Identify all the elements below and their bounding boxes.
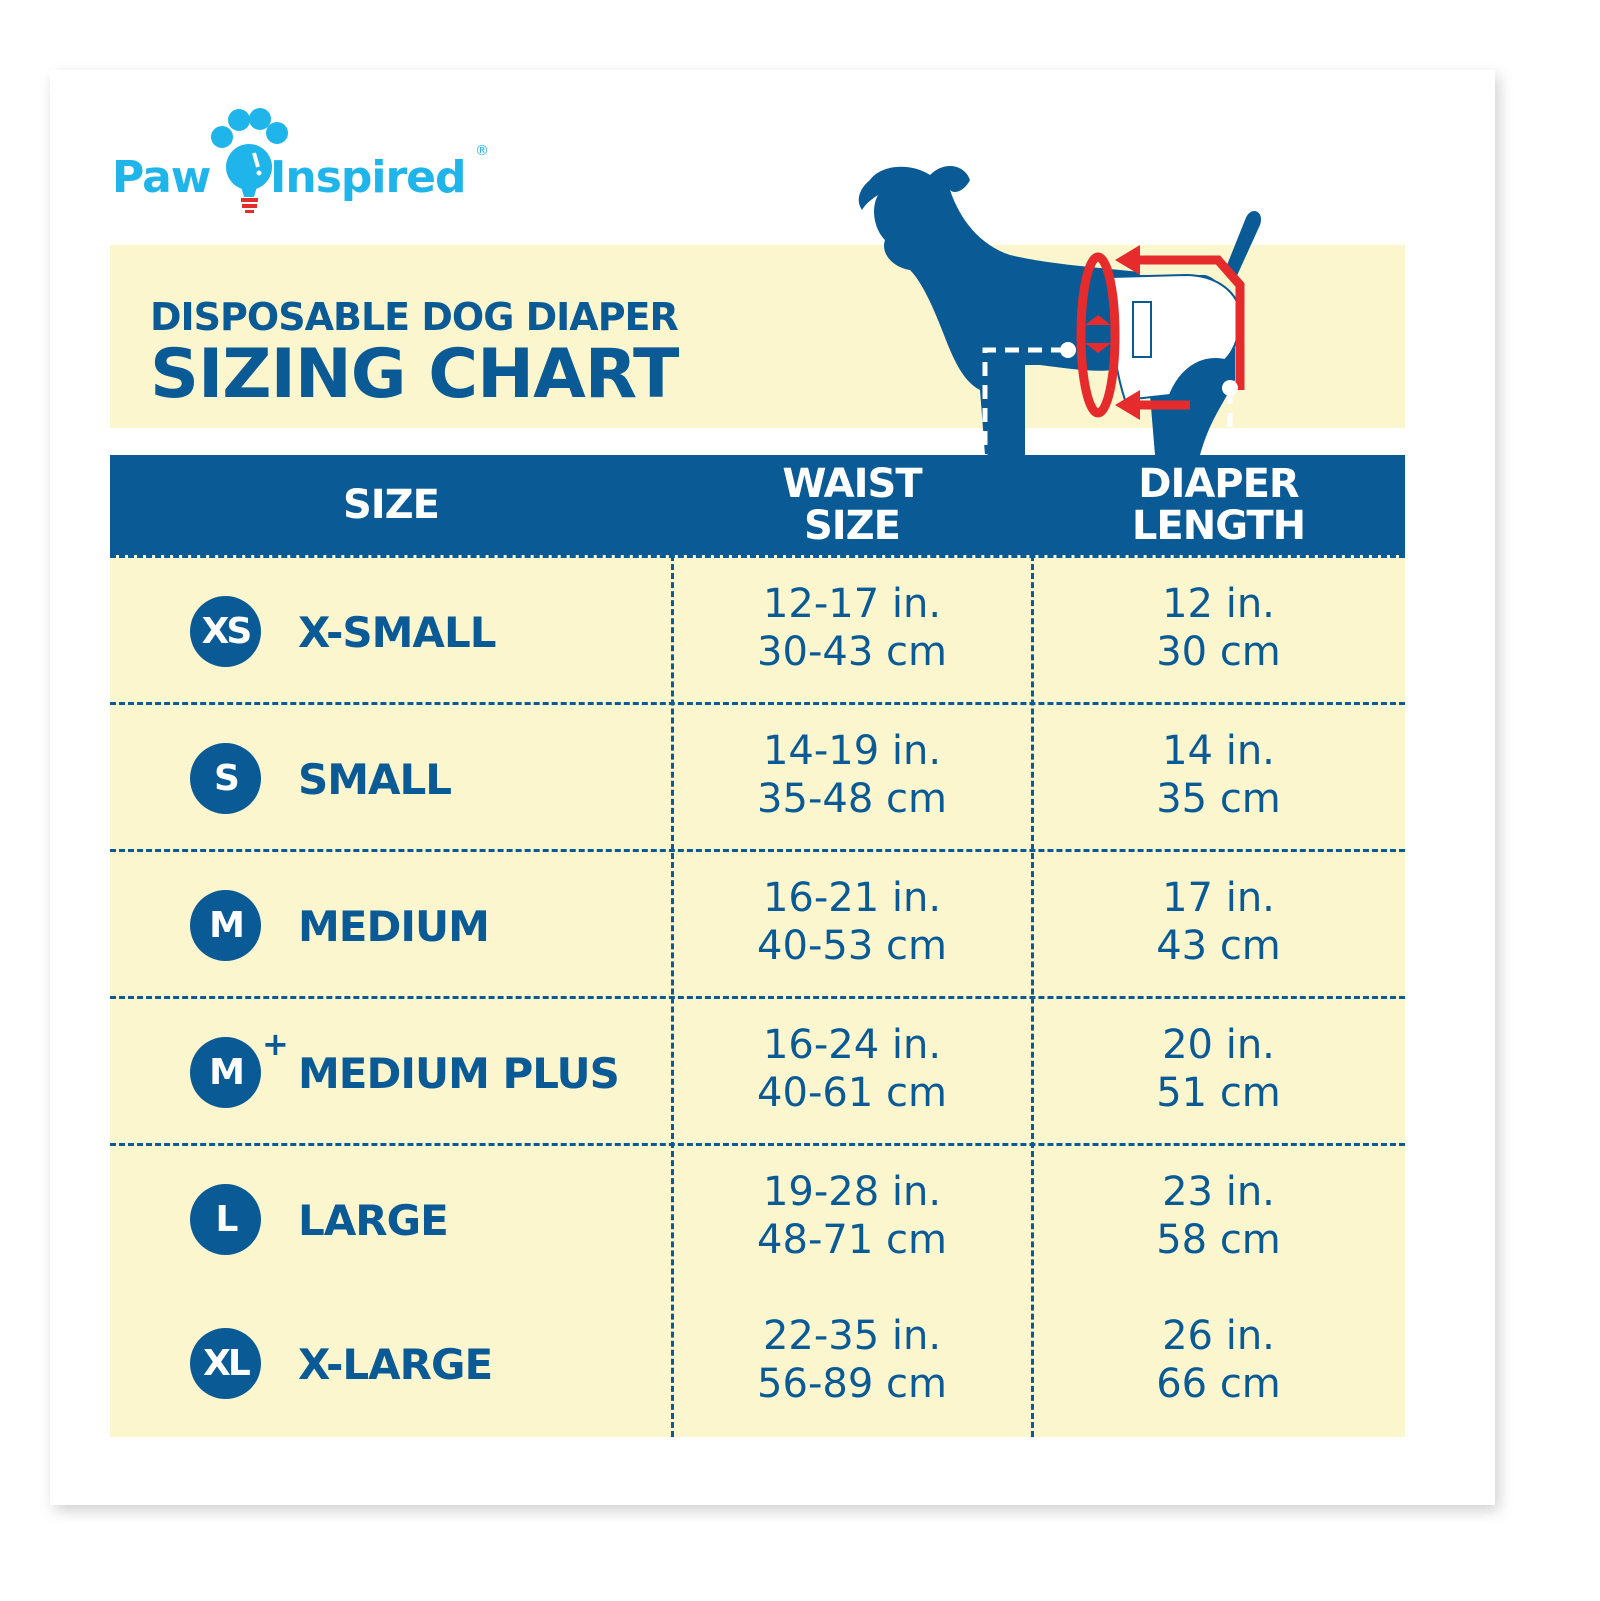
table-row: M MEDIUM 16-21 in. 40-53 cm 17 in. 43 cm (110, 849, 1405, 999)
waist-size-cell: 12-17 in. 30-43 cm (672, 580, 1032, 676)
size-badge-icon: XL (190, 1328, 261, 1399)
size-badge-icon: S (190, 743, 261, 814)
diaper-length-cell: 20 in. 51 cm (1032, 1021, 1405, 1117)
length-cm: 35 cm (1156, 776, 1281, 822)
length-inches: 17 in. (1162, 875, 1275, 921)
logo-text-paw: Paw (112, 152, 211, 203)
waist-inches: 12-17 in. (762, 581, 942, 627)
size-name: MEDIUM (298, 902, 490, 951)
waist-inches: 19-28 in. (762, 1169, 942, 1215)
dog-diaper-illustration-icon (858, 165, 1262, 455)
length-inches: 12 in. (1162, 581, 1275, 627)
chart-subtitle: DISPOSABLE DOG DIAPER (150, 295, 679, 339)
waist-cm: 40-53 cm (757, 923, 947, 969)
diaper-length-cell: 14 in. 35 cm (1032, 727, 1405, 823)
waist-size-cell: 16-21 in. 40-53 cm (672, 874, 1032, 970)
table-row: XS X-SMALL 12-17 in. 30-43 cm 12 in. 30 cm (110, 555, 1405, 705)
waist-cm: 30-43 cm (757, 629, 947, 675)
paw-lightbulb-icon (211, 108, 288, 213)
length-cm: 51 cm (1156, 1070, 1281, 1116)
header-diaper-length: DIAPER LENGTH (1032, 455, 1405, 555)
size-name: MEDIUM PLUS (298, 1049, 620, 1098)
diaper-length-cell: 26 in. 66 cm (1032, 1312, 1405, 1408)
table-row: M + MEDIUM PLUS 16-24 in. 40-61 cm 20 in. 51 c… (110, 996, 1405, 1146)
header-size: SIZE (342, 482, 440, 528)
size-badge-icon: L (190, 1184, 261, 1255)
table-row: S SMALL 14-19 in. 35-48 cm 14 in. 35 cm (110, 702, 1405, 852)
waist-inches: 16-24 in. (762, 1022, 942, 1068)
brand-logo: Paw Inspired ® (110, 105, 500, 220)
waist-cm: 56-89 cm (757, 1361, 947, 1407)
chart-title: SIZING CHART (150, 335, 679, 414)
header-waist-line1: WAIST (782, 461, 922, 507)
length-cm: 58 cm (1156, 1217, 1281, 1263)
diaper-length-cell: 12 in. 30 cm (1032, 580, 1405, 676)
waist-cm: 40-61 cm (757, 1070, 947, 1116)
header-waist-line2: SIZE (803, 503, 901, 549)
waist-size-cell: 19-28 in. 48-71 cm (672, 1168, 1032, 1264)
waist-inches: 16-21 in. (762, 875, 942, 921)
waist-size-cell: 16-24 in. 40-61 cm (672, 1021, 1032, 1117)
column-divider (1031, 555, 1034, 1437)
waist-size-cell: 14-19 in. 35-48 cm (672, 727, 1032, 823)
registered-mark: ® (475, 143, 489, 159)
waist-cm: 35-48 cm (757, 776, 947, 822)
diaper-length-cell: 17 in. 43 cm (1032, 874, 1405, 970)
length-inches: 20 in. (1162, 1022, 1275, 1068)
plus-mark: + (262, 1025, 289, 1063)
length-inches: 26 in. (1162, 1313, 1275, 1359)
waist-cm: 48-71 cm (757, 1217, 947, 1263)
waist-inches: 14-19 in. (762, 728, 942, 774)
size-name: X-SMALL (298, 608, 496, 657)
waist-size-cell: 22-35 in. 56-89 cm (672, 1312, 1032, 1408)
diaper-length-cell: 23 in. 58 cm (1032, 1168, 1405, 1264)
table-row: L LARGE 19-28 in. 48-71 cm 23 in. 58 cm (110, 1143, 1405, 1293)
length-cm: 66 cm (1156, 1361, 1281, 1407)
table-row: XL X-LARGE 22-35 in. 56-89 cm 26 in. 66 cm (110, 1290, 1405, 1437)
table-header: SIZE WAIST SIZE DIAPER LENGTH (110, 455, 1405, 555)
size-name: LARGE (298, 1196, 449, 1245)
size-name: X-LARGE (298, 1340, 493, 1389)
length-cm: 30 cm (1156, 629, 1281, 675)
size-badge-icon: XS (190, 596, 261, 667)
header-waist-size: WAIST SIZE (672, 455, 1032, 555)
header-length-line2: LENGTH (1131, 503, 1306, 549)
length-inches: 14 in. (1162, 728, 1275, 774)
header-length-line1: DIAPER (1138, 461, 1299, 507)
size-name: SMALL (298, 755, 452, 804)
length-inches: 23 in. (1162, 1169, 1275, 1215)
length-cm: 43 cm (1156, 923, 1281, 969)
waist-inches: 22-35 in. (762, 1313, 942, 1359)
size-badge-icon: M (190, 890, 261, 961)
column-divider (671, 555, 674, 1437)
logo-text-inspired: Inspired (270, 152, 466, 203)
size-badge-icon: M (190, 1037, 261, 1108)
table-body: XL X-LARGE 22-35 in. 56-89 cm 26 in. 66 cm L LA… (110, 555, 1405, 1437)
